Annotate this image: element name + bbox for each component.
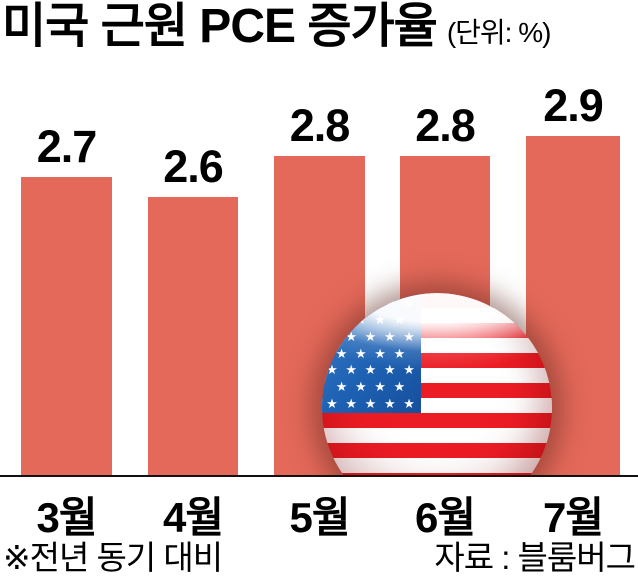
x-tick-label: 6월 <box>415 494 476 541</box>
x-tick-label: 4월 <box>163 494 224 541</box>
x-tick-label: 3월 <box>36 494 98 541</box>
value-label: 2.9 <box>543 80 604 131</box>
flag-gloss-highlight <box>322 293 552 476</box>
value-label: 2.8 <box>415 100 476 151</box>
source-credit: 자료 : 블룸버그 <box>434 539 636 576</box>
bar-apr <box>148 197 238 476</box>
chart-footer: ※전년 동기 대비 자료 : 블룸버그 <box>0 540 638 576</box>
us-flag-clip: ★ ★ ★ ★ ★ ★ ★ ★ ★ ★ ★ ★ ★ ★ ★ ★ ★ ★ ★ ★ … <box>250 238 618 476</box>
value-label: 2.6 <box>163 141 224 192</box>
bar-mar <box>21 177 112 476</box>
footnote: ※전년 동기 대비 <box>3 539 223 576</box>
chart-title-row: 미국 근원 PCE 증가율 (단위: %) <box>2 0 552 65</box>
chart-title: 미국 근원 PCE 증가율 <box>2 0 438 53</box>
chart-unit-label: (단위: %) <box>446 17 552 48</box>
us-flag-icon: ★ ★ ★ ★ ★ ★ ★ ★ ★ ★ ★ ★ ★ ★ ★ ★ ★ ★ ★ ★ … <box>322 293 552 476</box>
x-axis-line <box>0 475 638 477</box>
value-label: 2.7 <box>36 121 98 172</box>
x-tick-label: 7월 <box>543 494 604 541</box>
value-label: 2.8 <box>289 100 351 151</box>
x-tick-label: 5월 <box>289 494 351 541</box>
